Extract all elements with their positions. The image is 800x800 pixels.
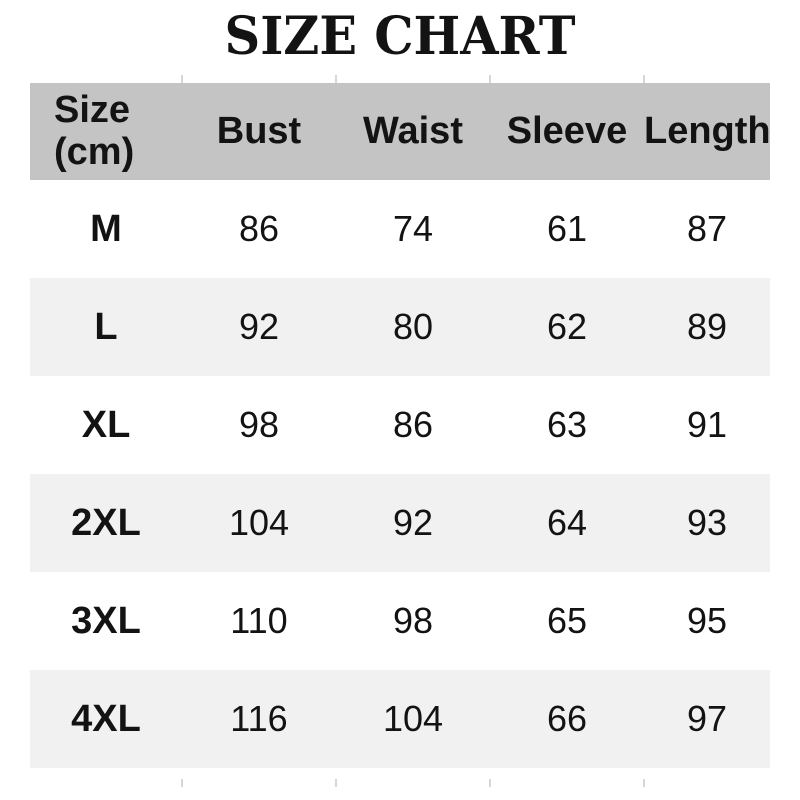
length-value: 93 <box>686 502 728 543</box>
table-row-m: M 86 74 61 87 <box>30 180 770 278</box>
waist-value: 92 <box>392 502 434 543</box>
table-row-2xl: 2XL 104 92 64 93 <box>30 474 770 572</box>
header-cell-size: Size (cm) <box>30 90 182 172</box>
bust-value: 104 <box>228 502 290 543</box>
sleeve-value: 66 <box>546 698 588 739</box>
header-size-line2: (cm) <box>54 130 135 173</box>
header-size-line1: Size <box>54 89 131 132</box>
size-cell: 4XL <box>71 697 141 740</box>
bust-value: 98 <box>238 404 280 445</box>
sleeve-value: 63 <box>546 404 588 445</box>
header-cell-bust: Bust <box>216 110 302 152</box>
column-boundary-tick-top <box>181 75 183 83</box>
table-header-row: Size (cm) Bust Waist Sleeve Length <box>30 83 771 180</box>
sleeve-value: 65 <box>546 600 588 641</box>
size-cell: 3XL <box>71 599 141 642</box>
length-value: 95 <box>686 600 728 641</box>
waist-value: 98 <box>392 600 434 641</box>
bust-value: 86 <box>238 208 280 249</box>
page-title: SIZE CHART <box>224 6 576 67</box>
waist-value: 86 <box>392 404 434 445</box>
bust-value: 110 <box>230 600 288 641</box>
size-cell: XL <box>81 403 131 446</box>
column-boundary-tick-top <box>643 75 645 83</box>
size-chart-table: Size (cm) Bust Waist Sleeve Length M 86 … <box>30 83 771 768</box>
size-cell: L <box>94 305 118 348</box>
waist-value: 74 <box>392 208 434 249</box>
length-value: 89 <box>686 306 728 347</box>
size-cell: 2XL <box>71 501 141 544</box>
table-row-l: L 92 80 62 89 <box>30 278 770 376</box>
column-boundary-tick-bottom <box>643 779 645 787</box>
bust-value: 116 <box>230 698 288 739</box>
column-boundary-tick-top <box>335 75 337 83</box>
column-boundary-tick-bottom <box>335 779 337 787</box>
table-row-xl: XL 98 86 63 91 <box>30 376 770 474</box>
sleeve-value: 64 <box>546 502 588 543</box>
column-boundary-tick-top <box>489 75 491 83</box>
sleeve-value: 61 <box>546 208 588 249</box>
column-boundary-tick-bottom <box>489 779 491 787</box>
column-boundary-tick-bottom <box>181 779 183 787</box>
waist-value: 104 <box>382 698 444 739</box>
table-row-3xl: 3XL 110 98 65 95 <box>30 572 770 670</box>
length-value: 87 <box>686 208 728 249</box>
header-cell-waist: Waist <box>363 110 463 152</box>
header-cell-sleeve: Sleeve <box>506 110 628 152</box>
length-value: 91 <box>686 404 728 445</box>
sleeve-value: 62 <box>546 306 588 347</box>
table-row-4xl: 4XL 116 104 66 97 <box>30 670 770 768</box>
bust-value: 92 <box>238 306 280 347</box>
length-value: 97 <box>686 698 728 739</box>
size-cell: M <box>90 207 122 250</box>
waist-value: 80 <box>392 306 434 347</box>
header-cell-length: Length <box>644 110 771 152</box>
